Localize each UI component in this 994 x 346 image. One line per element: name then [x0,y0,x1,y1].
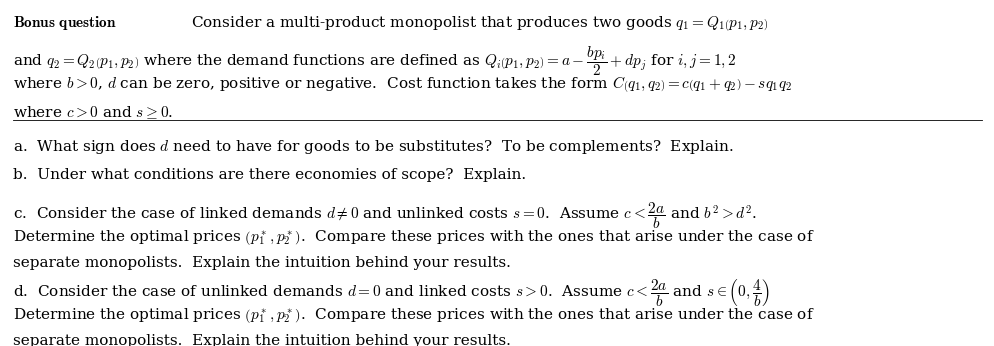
Text: a.  What sign does $d$ need to have for goods to be substitutes?  To be compleme: a. What sign does $d$ need to have for g… [13,138,733,156]
Text: where $b > 0$, $d$ can be zero, positive or negative.  Cost function takes the f: where $b > 0$, $d$ can be zero, positive… [13,74,791,94]
Text: b.  Under what conditions are there economies of scope?  Explain.: b. Under what conditions are there econo… [13,168,526,182]
Text: d.  Consider the case of unlinked demands $d = 0$ and linked costs $s > 0$.  Ass: d. Consider the case of unlinked demands… [13,278,769,309]
Text: separate monopolists.  Explain the intuition behind your results.: separate monopolists. Explain the intuit… [13,256,510,270]
Text: Consider a multi-product monopolist that produces two goods $q_1 = Q_1\left(p_1,: Consider a multi-product monopolist that… [191,14,768,33]
Text: Determine the optimal prices $\left(p_1^*, p_2^*\right)$.  Compare these prices : Determine the optimal prices $\left(p_1^… [13,306,814,325]
Text: separate monopolists.  Explain the intuition behind your results.: separate monopolists. Explain the intuit… [13,334,510,346]
Text: $\mathbf{Bonus\ question}$: $\mathbf{Bonus\ question}$ [13,14,116,32]
Text: c.  Consider the case of linked demands $d \neq 0$ and unlinked costs $s = 0$.  : c. Consider the case of linked demands $… [13,200,756,231]
Text: and $q_2 = Q_2\left(p_1, p_2\right)$ where the demand functions are defined as $: and $q_2 = Q_2\left(p_1, p_2\right)$ whe… [13,44,736,78]
Text: Determine the optimal prices $\left(p_1^*, p_2^*\right)$.  Compare these prices : Determine the optimal prices $\left(p_1^… [13,228,814,247]
Text: where $c > 0$ and $s \geq 0$.: where $c > 0$ and $s \geq 0$. [13,104,173,121]
